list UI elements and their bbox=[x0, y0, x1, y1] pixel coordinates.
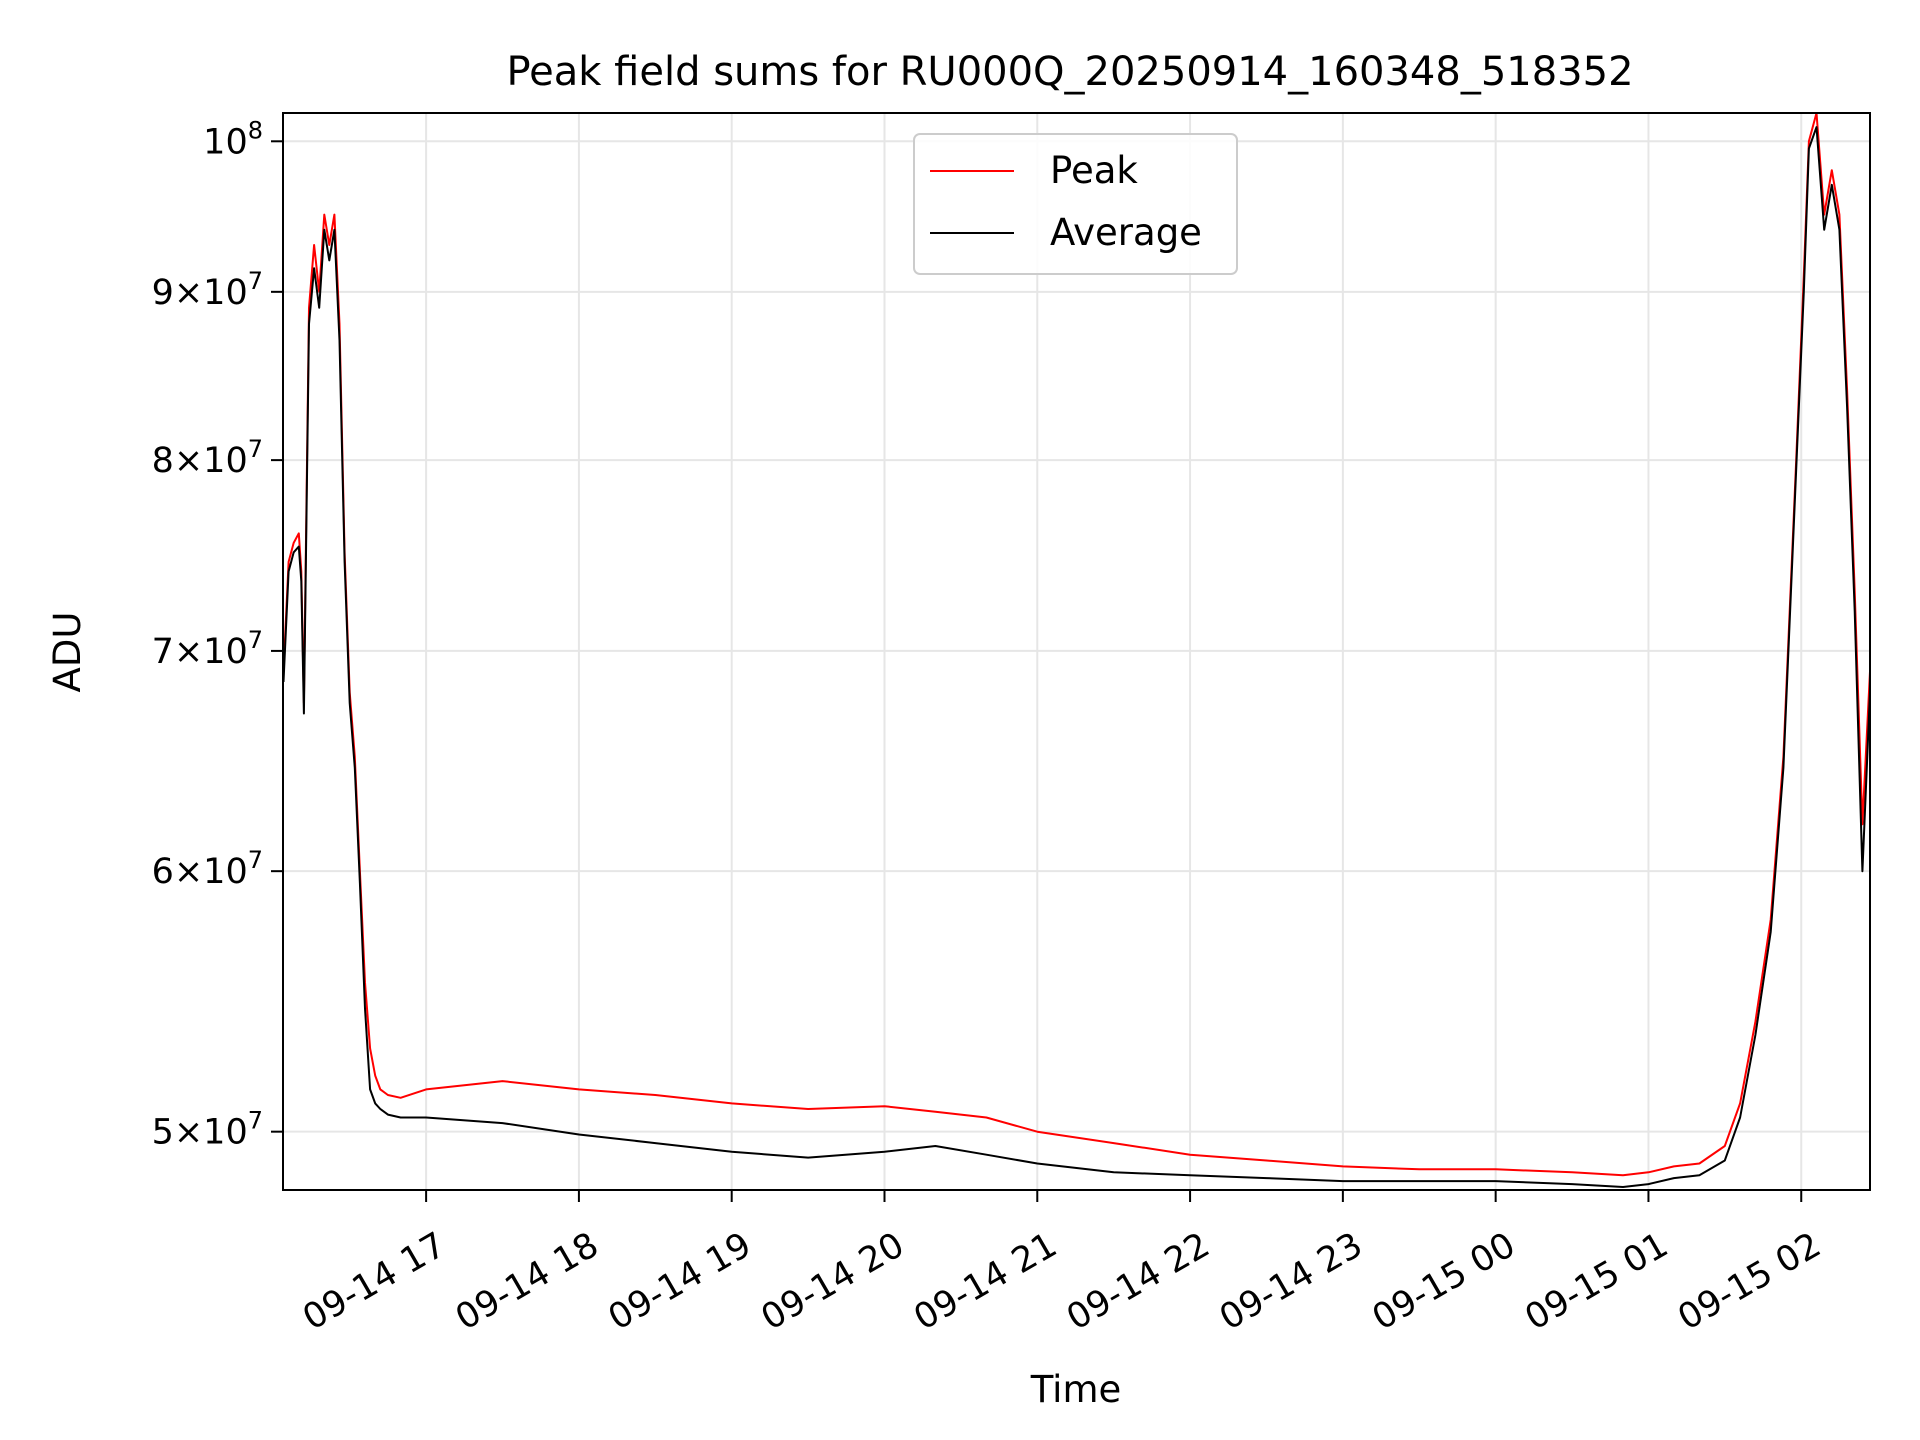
x-axis-label: Time bbox=[1030, 1368, 1122, 1411]
legend: Peak Average bbox=[913, 133, 1238, 275]
y-tick-label: 9×107 bbox=[152, 267, 263, 313]
series-line-average bbox=[282, 126, 1871, 1188]
grid bbox=[283, 113, 1870, 1190]
chart-title: Peak field sums for RU000Q_20250914_1603… bbox=[506, 49, 1633, 95]
legend-box bbox=[913, 133, 1238, 275]
series-layer bbox=[282, 112, 1871, 1188]
y-tick-label: 108 bbox=[203, 116, 263, 162]
legend-label-peak: Peak bbox=[1050, 149, 1138, 192]
y-axis: 5×107 6×107 7×107 8×107 9×107 108 bbox=[152, 116, 283, 1153]
y-tick-label: 7×107 bbox=[152, 626, 263, 672]
y-tick-label: 8×107 bbox=[152, 435, 263, 481]
y-tick-label: 6×107 bbox=[152, 846, 263, 892]
legend-label-average: Average bbox=[1050, 211, 1202, 254]
y-axis-label: ADU bbox=[46, 612, 89, 693]
y-tick-label: 5×107 bbox=[152, 1107, 263, 1153]
